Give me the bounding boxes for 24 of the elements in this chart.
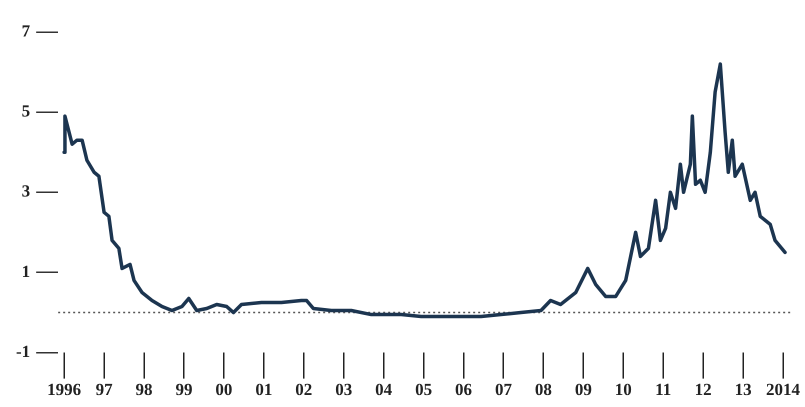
x-tick-label: 09	[574, 380, 592, 400]
y-tick-label: 3	[22, 182, 30, 201]
x-tick-label: 03	[335, 380, 352, 400]
x-tick-label: 10	[614, 380, 632, 400]
x-tick-label: 11	[655, 380, 672, 400]
x-tick-label: 97	[96, 380, 114, 400]
x-tick-label: 98	[136, 380, 153, 400]
y-tick-label: 1	[22, 262, 30, 281]
y-tick-label: 7	[22, 21, 31, 40]
x-tick-label: 1996	[47, 380, 82, 400]
x-tick-label: 99	[175, 380, 192, 400]
x-tick-label: 13	[734, 380, 752, 400]
x-tick-label: 01	[255, 380, 272, 400]
x-tick-label: 07	[494, 380, 512, 400]
x-tick-label: 02	[295, 380, 312, 400]
y-tick-label: 5	[22, 102, 30, 121]
x-tick-label: 00	[215, 380, 232, 400]
x-tick-label: 06	[455, 380, 472, 400]
x-tick-label: 12	[694, 380, 712, 400]
y-tick-label: -1	[16, 342, 30, 361]
x-tick-label: 05	[415, 380, 432, 400]
x-tick-label: 2014	[766, 380, 801, 400]
x-tick-label: 04	[375, 380, 393, 400]
x-tick-label: 08	[534, 380, 552, 400]
